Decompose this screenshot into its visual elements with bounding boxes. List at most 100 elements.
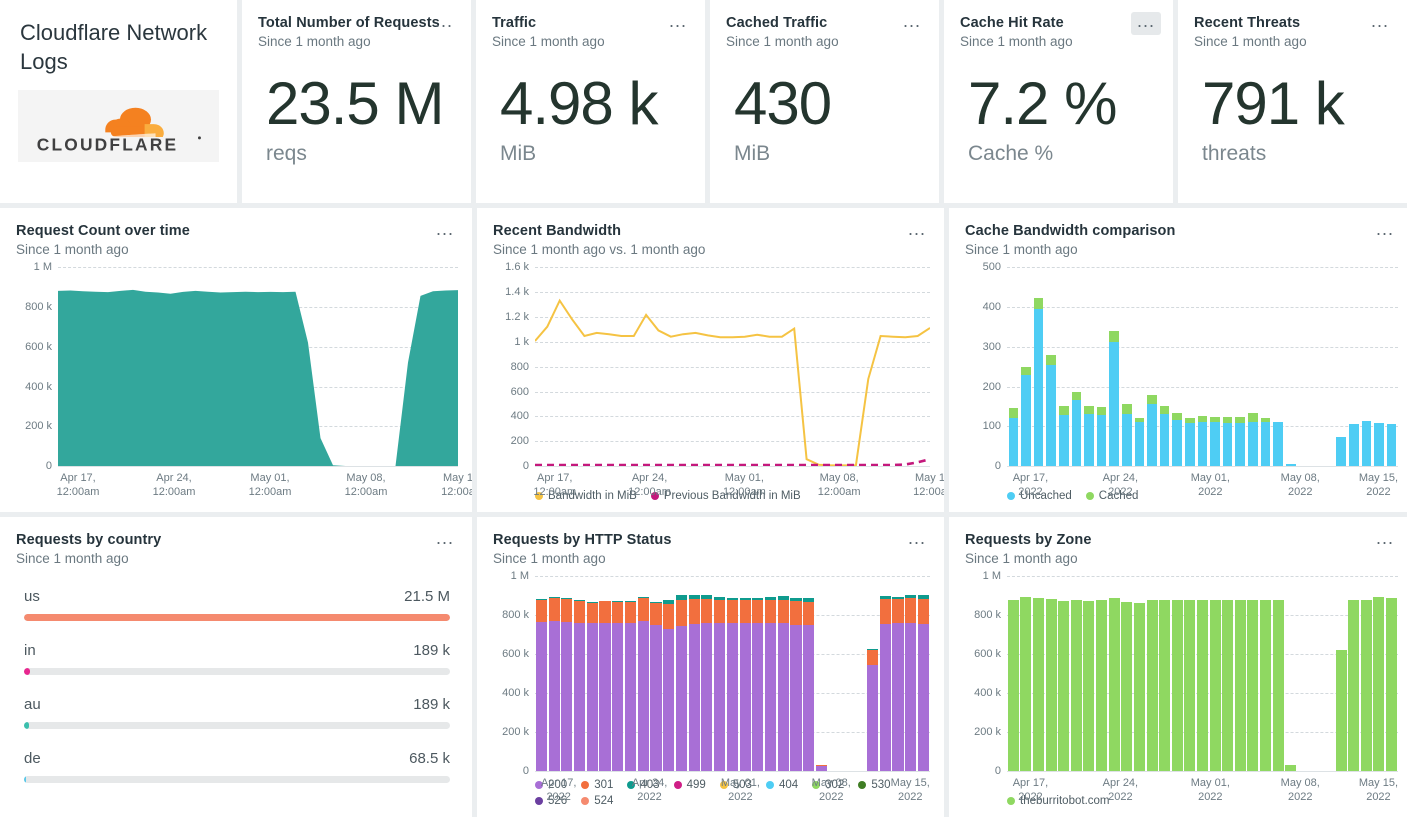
bar-column[interactable] xyxy=(1171,576,1184,772)
bar-column[interactable] xyxy=(841,576,854,771)
bar-column[interactable] xyxy=(1007,267,1020,467)
bar-column[interactable] xyxy=(1020,576,1033,772)
bar-column[interactable] xyxy=(1297,267,1310,466)
chart-requests-status[interactable]: 0 200 k 400 k 600 k 800 k 1 M Apr 17, 2022 Apr 2… xyxy=(491,570,930,803)
bar-column[interactable] xyxy=(1196,576,1209,772)
bar-column[interactable] xyxy=(548,576,561,772)
bar-column[interactable] xyxy=(1284,267,1297,467)
bar-column[interactable] xyxy=(828,576,841,771)
bar-column[interactable] xyxy=(879,576,892,772)
bar-column[interactable] xyxy=(866,576,879,772)
bar-column[interactable] xyxy=(599,576,612,772)
bar-column[interactable] xyxy=(1310,576,1323,771)
bar-column[interactable] xyxy=(1095,576,1108,772)
bar-column[interactable] xyxy=(917,576,930,772)
legend-item[interactable]: 403 xyxy=(627,779,660,791)
kpi-card-traffic[interactable]: Traffic Since 1 month ago ... 4.98 k MiB xyxy=(476,0,705,203)
bar-column[interactable] xyxy=(1120,267,1133,467)
bar-column[interactable] xyxy=(777,576,790,772)
bar-column[interactable] xyxy=(1070,267,1083,467)
legend-item[interactable]: Uncached xyxy=(1007,490,1072,502)
bar-column[interactable] xyxy=(535,576,548,772)
bar-column[interactable] xyxy=(586,576,599,772)
bar-column[interactable] xyxy=(1007,576,1020,772)
chart-cache-bandwidth[interactable]: 0 100 200 300 400 500 Apr 17, 2022 Apr 24, 2022 Ma… xyxy=(963,261,1398,497)
bar-column[interactable] xyxy=(1221,576,1234,772)
bar-column[interactable] xyxy=(1360,576,1373,772)
bar-column[interactable] xyxy=(815,576,828,772)
bar-column[interactable] xyxy=(892,576,905,772)
bar-column[interactable] xyxy=(1070,576,1083,772)
bar-column[interactable] xyxy=(1045,576,1058,772)
bar-column[interactable] xyxy=(726,576,739,772)
card-menu-button[interactable]: ... xyxy=(1370,11,1389,31)
legend-item[interactable]: 301 xyxy=(581,779,613,791)
bar-column[interactable] xyxy=(1133,267,1146,467)
legend-item[interactable]: Previous Bandwidth in MiB xyxy=(650,490,801,502)
bar-column[interactable] xyxy=(764,576,777,772)
bar-column[interactable] xyxy=(1020,267,1033,467)
legend-item[interactable]: 530 xyxy=(858,779,891,791)
bar-column[interactable] xyxy=(1373,267,1386,467)
bar-column[interactable] xyxy=(1095,267,1108,467)
bar-column[interactable] xyxy=(1259,267,1272,467)
kpi-card-total-requests[interactable]: Total Number of Requests Since 1 month a… xyxy=(242,0,471,203)
bar-column[interactable] xyxy=(662,576,675,772)
bar-column[interactable] xyxy=(1373,576,1386,772)
bar-column[interactable] xyxy=(1120,576,1133,772)
kpi-card-recent-threats[interactable]: Recent Threats Since 1 month ago ... 791… xyxy=(1178,0,1407,203)
card-menu-button[interactable]: ... xyxy=(1375,219,1394,239)
card-menu-button[interactable]: ... xyxy=(902,11,921,31)
bar-column[interactable] xyxy=(1057,576,1070,772)
bar-column[interactable] xyxy=(1335,267,1348,467)
bar-column[interactable] xyxy=(1385,576,1398,772)
bar-column[interactable] xyxy=(688,576,701,772)
bar-column[interactable] xyxy=(1247,267,1260,467)
card-menu-button[interactable]: ... xyxy=(1375,528,1394,548)
bar-column[interactable] xyxy=(1310,267,1323,466)
legend-item[interactable]: 200 xyxy=(535,779,567,791)
bar-column[interactable] xyxy=(1360,267,1373,467)
bar-column[interactable] xyxy=(1347,267,1360,467)
card-menu-button[interactable]: ... xyxy=(907,528,926,548)
bar-column[interactable] xyxy=(573,576,586,772)
legend-item[interactable]: 524 xyxy=(581,795,613,807)
bar-column[interactable] xyxy=(1045,267,1058,467)
bar-column[interactable] xyxy=(1347,576,1360,772)
bar-column[interactable] xyxy=(1284,576,1297,772)
bar-column[interactable] xyxy=(790,576,803,772)
legend-item[interactable]: 526 xyxy=(535,795,567,807)
bar-column[interactable] xyxy=(1146,576,1159,772)
card-menu-button[interactable]: ... xyxy=(668,11,687,31)
country-bar-row[interactable]: au 189 k xyxy=(24,696,450,730)
bar-column[interactable] xyxy=(1171,267,1184,467)
country-bar-row[interactable]: in 189 k xyxy=(24,642,450,676)
bar-column[interactable] xyxy=(1234,267,1247,467)
bar-column[interactable] xyxy=(1297,576,1310,771)
bar-column[interactable] xyxy=(1083,267,1096,467)
legend-item[interactable]: 404 xyxy=(765,779,798,791)
bar-column[interactable] xyxy=(701,576,714,772)
bar-column[interactable] xyxy=(1272,576,1285,772)
bar-column[interactable] xyxy=(1322,576,1335,771)
bar-column[interactable] xyxy=(1322,267,1335,466)
card-menu-button[interactable]: ... xyxy=(1130,12,1161,35)
chart-request-count[interactable]: 0 200 k 400 k 600 k 800 k 1 M Apr 17, 12:00am Ap… xyxy=(14,261,472,497)
bar-column[interactable] xyxy=(1108,576,1121,772)
bar-column[interactable] xyxy=(1209,267,1222,467)
bar-column[interactable] xyxy=(713,576,726,772)
bar-column[interactable] xyxy=(1221,267,1234,467)
bar-column[interactable] xyxy=(1032,576,1045,772)
bar-column[interactable] xyxy=(675,576,688,772)
card-menu-button[interactable]: ... xyxy=(435,528,454,548)
bar-column[interactable] xyxy=(802,576,815,772)
legend-item[interactable]: 499 xyxy=(673,779,706,791)
bar-column[interactable] xyxy=(624,576,637,772)
bar-column[interactable] xyxy=(1184,576,1197,772)
bar-column[interactable] xyxy=(1146,267,1159,467)
bar-column[interactable] xyxy=(1184,267,1197,467)
bar-column[interactable] xyxy=(1158,267,1171,467)
bar-column[interactable] xyxy=(1057,267,1070,467)
bar-column[interactable] xyxy=(1158,576,1171,772)
bar-column[interactable] xyxy=(1335,576,1348,772)
